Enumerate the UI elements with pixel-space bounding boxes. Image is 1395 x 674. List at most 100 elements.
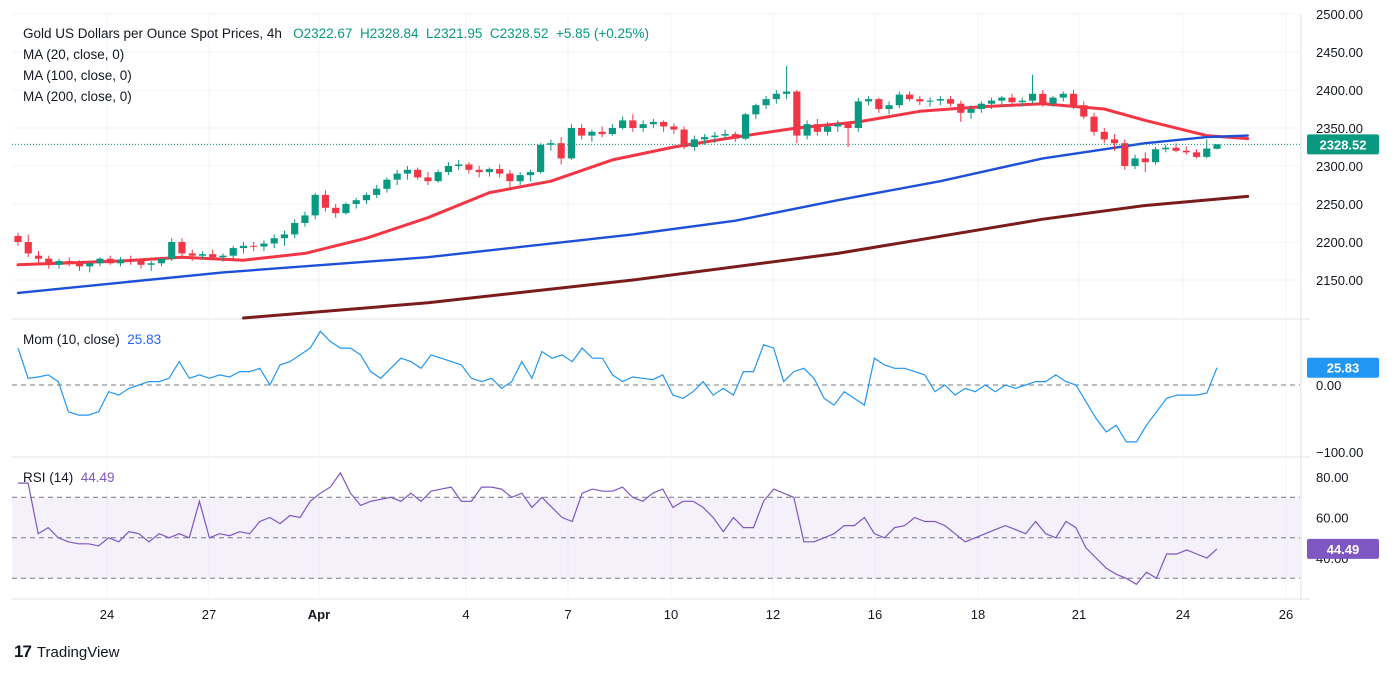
candle-body <box>1131 158 1139 166</box>
mom-legend[interactable]: Mom (10, close) 25.83 <box>23 331 161 348</box>
candle-body <box>1008 97 1016 103</box>
candle-body <box>629 120 637 128</box>
candle-body <box>772 93 780 100</box>
candle-body <box>280 234 289 239</box>
candle-body <box>1141 158 1149 163</box>
candle-body <box>506 173 514 182</box>
symbol-legend: Gold US Dollars per Ounce Spot Prices, 4… <box>23 25 649 42</box>
time-tick-label: Apr <box>308 607 330 622</box>
candle-body <box>998 97 1006 101</box>
mom-line <box>17 330 1218 443</box>
candle-body <box>813 124 821 132</box>
candle-body <box>455 164 463 166</box>
candle-body <box>875 99 883 109</box>
candle-body <box>690 139 698 147</box>
time-axis: 24 27 Apr 4 7 10 12 16 18 21 24 26 <box>100 607 1293 622</box>
candle-body <box>1121 143 1129 166</box>
candle-body <box>55 261 63 265</box>
candle-body <box>96 258 104 264</box>
candle-body <box>793 91 801 136</box>
tradingview-logo-icon: 17 <box>14 642 32 661</box>
candle-body <box>352 200 360 204</box>
candle-body <box>1059 93 1067 98</box>
candle-body <box>106 258 114 264</box>
time-tick-label: 24 <box>1176 607 1190 622</box>
time-tick-label: 27 <box>202 607 216 622</box>
candle-body <box>721 134 729 136</box>
candle-body <box>1100 131 1108 140</box>
candle-body <box>557 143 565 159</box>
candlestick-series <box>14 65 1221 273</box>
candle-body <box>946 99 955 104</box>
symbol-title: Gold US Dollars per Ounce Spot Prices, 4… <box>23 26 282 41</box>
candle-body <box>75 263 84 267</box>
close-value: C2328.52 <box>489 26 549 41</box>
candle-body <box>1213 144 1221 149</box>
candle-body <box>742 114 750 139</box>
ma100-legend[interactable]: MA (100, close, 0) <box>23 68 132 83</box>
candle-body <box>823 126 832 132</box>
candle-body <box>649 121 657 125</box>
candle-body <box>1162 147 1170 150</box>
candle-body <box>178 242 186 254</box>
candle-body <box>311 194 319 216</box>
time-tick-label: 24 <box>100 607 114 622</box>
rsi-label: RSI (14) <box>23 470 74 485</box>
candle-body <box>731 134 739 139</box>
candle-body <box>834 124 842 127</box>
last-price-badge-text: 2328.52 <box>1320 137 1367 152</box>
candle-body <box>219 255 227 258</box>
candle-body <box>270 238 278 244</box>
high-value: H2328.84 <box>359 26 419 41</box>
candle-body <box>465 164 473 170</box>
mom-tick-label: 0.00 <box>1316 378 1341 393</box>
candle-body <box>1018 100 1026 103</box>
candle-body <box>342 204 350 214</box>
mom-label: Mom (10, close) <box>23 332 120 347</box>
candle-body <box>127 259 135 261</box>
candle-body <box>291 223 299 235</box>
candle-body <box>1069 93 1078 106</box>
candle-body <box>424 177 432 182</box>
candle-body <box>1110 139 1119 144</box>
ma20-legend[interactable]: MA (20, close, 0) <box>23 47 125 62</box>
candle-body <box>250 245 258 247</box>
candle-body <box>608 128 616 135</box>
candle-body <box>229 248 237 256</box>
price-tick-label: 2200.00 <box>1316 235 1363 250</box>
candle-body <box>1192 152 1201 157</box>
rsi-legend[interactable]: RSI (14) 44.49 <box>23 469 115 486</box>
candle-body <box>1203 148 1211 157</box>
mom-value-badge <box>1307 357 1379 378</box>
time-tick-label: 26 <box>1279 607 1293 622</box>
candle-body <box>1039 93 1047 104</box>
candle-body <box>977 103 985 109</box>
candle-body <box>752 105 760 115</box>
mom-tick-label: −100.00 <box>1316 445 1363 460</box>
candle-body <box>926 100 934 102</box>
candle-body <box>485 169 493 173</box>
candle-body <box>670 126 678 130</box>
candle-body <box>680 129 688 147</box>
candle-body <box>239 245 248 249</box>
candle-body <box>24 242 32 254</box>
price-tick-label: 2400.00 <box>1316 83 1363 98</box>
candle-body <box>414 169 422 178</box>
candle-body <box>188 253 196 256</box>
candle-body <box>168 242 176 259</box>
candle-body <box>475 169 483 173</box>
candle-body <box>65 261 73 264</box>
time-tick-label: 21 <box>1072 607 1086 622</box>
candle-body <box>547 143 555 145</box>
time-tick-label: 7 <box>564 607 571 622</box>
tradingview-branding[interactable]: 17 TradingView <box>14 642 119 662</box>
rsi-value: 44.49 <box>80 470 115 485</box>
candle-body <box>198 254 207 256</box>
candle-body <box>362 194 371 201</box>
candle-body <box>537 144 545 173</box>
ma200-legend[interactable]: MA (200, close, 0) <box>23 89 132 104</box>
candle-body <box>854 101 862 128</box>
candle-body <box>260 243 268 247</box>
price-tick-label: 2500.00 <box>1316 7 1363 22</box>
